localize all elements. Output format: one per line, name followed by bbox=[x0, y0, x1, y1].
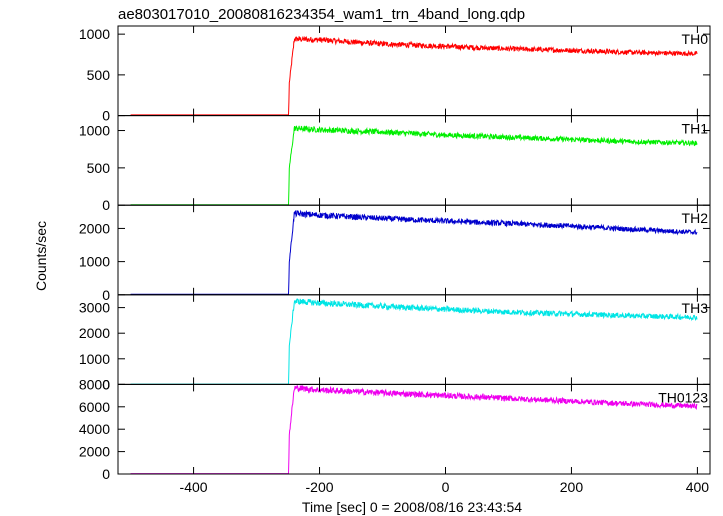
y-tick-label: 500 bbox=[87, 67, 111, 83]
panel-label: TH2 bbox=[682, 210, 709, 226]
y-tick-label: 1000 bbox=[79, 351, 110, 367]
panel-th1: 0 500 1000 TH1 bbox=[79, 115, 711, 213]
panel-frame bbox=[117, 383, 711, 475]
y-tick-label: 500 bbox=[87, 160, 111, 176]
panel-th2: 0 1000 2000 TH2 bbox=[79, 204, 711, 303]
series-line-th0123 bbox=[130, 384, 698, 475]
panel-frame bbox=[117, 204, 711, 296]
y-tick-label: 3000 bbox=[79, 300, 110, 316]
x-tick-label: -400 bbox=[180, 479, 208, 495]
panel-label: TH1 bbox=[682, 121, 709, 137]
series-line-th1 bbox=[130, 125, 698, 206]
x-axis-label: Time [sec] 0 = 2008/08/16 23:43:54 bbox=[302, 499, 522, 515]
x-tick-label: 200 bbox=[560, 479, 584, 495]
y-tick-label: 6000 bbox=[79, 399, 110, 415]
y-tick-label: 4000 bbox=[79, 421, 110, 437]
x-axis-ticks: -400 -200 0 200 400 bbox=[180, 479, 710, 495]
y-tick-label: 0 bbox=[102, 197, 110, 213]
series-line-th2 bbox=[130, 209, 698, 295]
panel-label: TH0 bbox=[682, 31, 709, 47]
y-tick-label: 0 bbox=[102, 287, 110, 303]
panel-th0: 0 500 1000 TH0 bbox=[79, 25, 711, 124]
y-tick-label: 2000 bbox=[79, 325, 110, 341]
y-tick-label: 8000 bbox=[79, 376, 110, 392]
y-tick-label: 1000 bbox=[79, 254, 110, 270]
x-tick-label: -200 bbox=[306, 479, 334, 495]
y-tick-label: 2000 bbox=[79, 444, 110, 460]
y-axis-label: Counts/sec bbox=[33, 221, 49, 291]
panel-label: TH0123 bbox=[658, 389, 708, 405]
series-line-th3 bbox=[130, 298, 698, 385]
y-tick-label: 0 bbox=[102, 376, 110, 392]
panel-frame bbox=[117, 115, 711, 206]
panel-th0123: 0 2000 4000 6000 8000 TH0123 bbox=[79, 376, 711, 482]
series-line-th0 bbox=[130, 35, 698, 116]
panel-label: TH3 bbox=[682, 300, 709, 316]
panel-frame bbox=[117, 25, 711, 117]
x-tick-label: 0 bbox=[442, 479, 450, 495]
y-tick-label: 2000 bbox=[79, 220, 110, 236]
y-tick-label: 0 bbox=[102, 108, 110, 124]
y-tick-label: 1000 bbox=[79, 26, 110, 42]
panel-th3: 0 1000 2000 3000 TH3 bbox=[79, 294, 711, 392]
y-tick-label: 1000 bbox=[79, 123, 110, 139]
y-tick-label: 0 bbox=[102, 466, 110, 482]
x-tick-label: 400 bbox=[686, 479, 710, 495]
chart-title: ae803017010_20080816234354_wam1_trn_4ban… bbox=[118, 6, 525, 23]
